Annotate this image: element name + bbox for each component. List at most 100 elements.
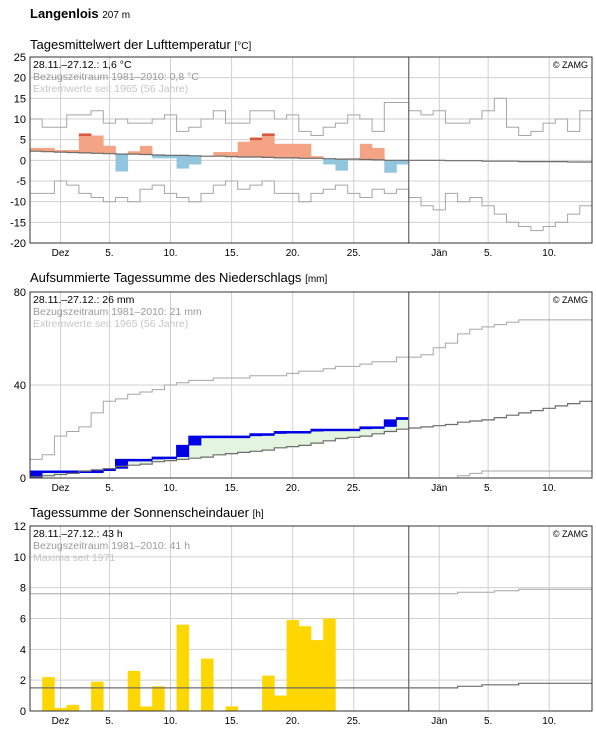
precip-x-tick-label: 15. xyxy=(225,483,239,494)
sun-day-bar xyxy=(286,620,300,711)
precip-day-increment xyxy=(384,419,397,427)
precipitation-title: Aufsummierte Tagessumme des Niederschlag… xyxy=(30,270,327,285)
temp-min-line xyxy=(30,180,592,232)
temp-day-bar xyxy=(188,155,202,165)
temp-y-tick-label: -5 xyxy=(16,176,26,188)
precip-surplus-fill xyxy=(127,459,141,466)
sun-x-tick-label: Dez xyxy=(52,716,70,727)
sun-info-line: 28.11.–27.12.: 43 h xyxy=(33,528,123,540)
precip-day-increment xyxy=(359,426,373,430)
precip-surplus-fill xyxy=(311,429,324,444)
precip-x-tick-label: 5. xyxy=(105,483,113,494)
temp-x-tick-label: 15. xyxy=(225,248,239,259)
sunshine-title-text: Tagessumme der Sonnenscheindauer xyxy=(30,505,249,520)
temp-day-bar xyxy=(249,137,263,158)
precip-day-increment xyxy=(249,433,263,437)
station-header: Langenlois 207 m xyxy=(30,6,130,21)
sun-day-bar xyxy=(225,706,238,711)
temp-day-bar xyxy=(262,133,275,158)
sun-y-tick-label: 12 xyxy=(14,521,26,533)
precip-surplus-fill xyxy=(201,436,214,458)
sun-y-tick-label: 2 xyxy=(20,675,26,687)
precip-surplus-fill xyxy=(286,431,300,447)
temp-day-bar xyxy=(237,141,251,158)
sunshine-title: Tagessumme der Sonnenscheindauer [h] xyxy=(30,505,264,520)
sun-x-tick-label: 5. xyxy=(484,716,492,727)
sun-x-tick-label: 5. xyxy=(105,716,113,727)
temp-day-bar xyxy=(164,155,177,159)
precip-surplus-fill xyxy=(225,436,238,454)
precip-surplus-fill xyxy=(298,431,312,446)
precip-day-increment xyxy=(54,471,67,474)
temp-day-bar xyxy=(91,135,104,154)
temp-x-tick-label: 20. xyxy=(286,248,300,259)
temp-day-bar xyxy=(78,133,92,153)
temp-info-line: Extremwerte seit 1965 (56 Jahre) xyxy=(33,83,188,95)
precipitation-title-text: Aufsummierte Tagessumme des Niederschlag… xyxy=(30,270,302,285)
sun-day-bar xyxy=(152,686,165,711)
sun-y-tick-label: 6 xyxy=(20,614,26,626)
temp-day-bar xyxy=(54,150,67,153)
temperature-title-text: Tagesmittelwert der Lufttemperatur xyxy=(30,37,231,52)
precip-day-increment xyxy=(152,457,165,460)
temp-day-bar xyxy=(103,145,116,154)
precip-day-increment xyxy=(225,436,238,439)
sun-day-bar xyxy=(311,640,324,711)
precip-y-tick-label: 0 xyxy=(20,473,26,485)
precip-day-increment xyxy=(335,429,348,432)
temp-day-bar xyxy=(323,158,336,165)
temp-y-tick-label: 20 xyxy=(14,73,26,85)
precip-day-increment xyxy=(127,459,141,462)
precip-x-tick-label: 20. xyxy=(286,483,300,494)
precip-info-line: Bezugszeitraum 1981–2010: 21 mm xyxy=(33,306,202,318)
temp-y-tick-label: 5 xyxy=(20,135,26,147)
sun-y-tick-label: 10 xyxy=(14,552,26,564)
temp-day-bar xyxy=(384,160,397,173)
temp-day-bar xyxy=(286,143,300,158)
station-name: Langenlois xyxy=(30,6,99,21)
precip-day-increment xyxy=(396,417,410,420)
temp-day-bar xyxy=(139,145,153,155)
temp-day-bar xyxy=(298,143,312,159)
sun-day-bar xyxy=(262,675,275,711)
sun-x-tick-label: 15. xyxy=(225,716,239,727)
temp-reference-line xyxy=(30,150,592,163)
precip-x-tick-label: Dez xyxy=(52,483,70,494)
temp-day-bar xyxy=(311,156,324,159)
precip-surplus-fill xyxy=(347,429,361,438)
precip-x-tick-label: 10. xyxy=(164,483,178,494)
sun-day-bar xyxy=(42,677,55,711)
temp-day-bar xyxy=(152,154,165,159)
precip-surplus-fill xyxy=(139,459,153,465)
temp-x-tick-label: 10. xyxy=(542,248,556,259)
temp-copyright: © ZAMG xyxy=(553,60,588,70)
precip-day-increment xyxy=(298,431,312,434)
precip-plot-frame xyxy=(29,291,593,479)
temp-day-bar-extreme xyxy=(262,133,275,136)
temp-max-line xyxy=(30,97,592,136)
precip-day-increment xyxy=(78,471,92,474)
sun-day-bar xyxy=(54,707,67,711)
precip-day-increment xyxy=(188,436,202,446)
temp-day-bar xyxy=(335,159,348,171)
sun-y-tick-label: 0 xyxy=(20,706,26,718)
precip-day-increment xyxy=(201,436,214,439)
precip-x-tick-label: 25. xyxy=(347,483,361,494)
precip-y-tick-label: 80 xyxy=(14,287,26,299)
sun-x-tick-label: 20. xyxy=(286,716,300,727)
station-elevation: 207 m xyxy=(102,10,131,21)
precip-surplus-fill xyxy=(396,417,410,430)
sun-day-bar xyxy=(274,695,287,711)
temp-y-tick-label: -10 xyxy=(10,197,26,209)
temp-day-bar xyxy=(115,154,129,172)
sun-x-tick-label: 25. xyxy=(347,716,361,727)
temp-x-tick-label: 5. xyxy=(484,248,492,259)
temp-x-tick-label: 25. xyxy=(347,248,361,259)
precip-day-increment xyxy=(103,468,116,472)
sun-y-tick-label: 8 xyxy=(20,583,26,595)
sun-day-bar xyxy=(176,624,190,711)
precip-surplus-fill xyxy=(274,431,287,448)
sun-day-bar xyxy=(127,670,141,711)
precip-day-increment xyxy=(311,429,324,432)
precip-day-increment xyxy=(213,436,226,439)
